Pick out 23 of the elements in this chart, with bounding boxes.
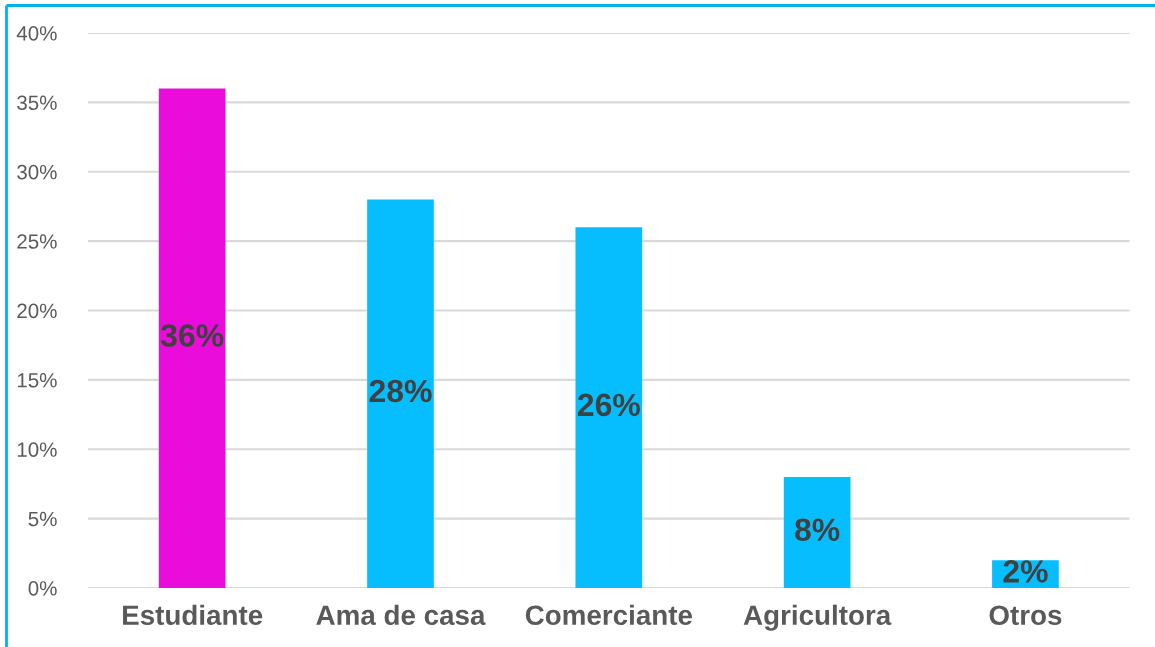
bar bbox=[783, 476, 851, 588]
x-tick-label: Agricultora bbox=[743, 604, 892, 631]
bar bbox=[575, 227, 643, 588]
y-tick-label: 40% bbox=[16, 26, 57, 41]
data-label: 8% bbox=[795, 518, 840, 542]
x-tick-label: Comerciante bbox=[525, 604, 692, 626]
bar bbox=[367, 199, 434, 588]
y-tick-label: 35% bbox=[17, 95, 57, 111]
y-tick-label: 5% bbox=[28, 511, 57, 527]
x-tick-label: Otros bbox=[989, 605, 1062, 626]
x-tick-label: Ama de casa bbox=[316, 604, 486, 626]
y-tick-label: 10% bbox=[17, 442, 57, 457]
data-label: 28% bbox=[369, 379, 432, 403]
data-label: 36% bbox=[160, 324, 224, 347]
bar bbox=[158, 88, 226, 588]
x-tick-label: Estudiante bbox=[123, 604, 263, 626]
y-tick-label: 0% bbox=[28, 581, 57, 596]
y-tick-label: 30% bbox=[17, 164, 57, 180]
y-tick-label: 15% bbox=[17, 373, 57, 388]
y-tick-label: 25% bbox=[17, 234, 57, 249]
y-tick-label: 20% bbox=[17, 303, 57, 319]
data-label: 26% bbox=[577, 393, 640, 417]
data-label: 2% bbox=[1003, 560, 1048, 583]
